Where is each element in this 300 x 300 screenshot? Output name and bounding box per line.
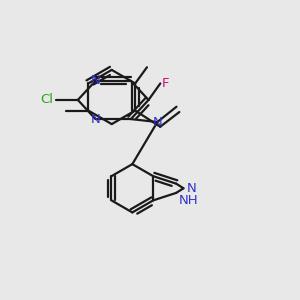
Text: N: N xyxy=(91,112,100,126)
Text: F: F xyxy=(162,77,169,90)
Text: N: N xyxy=(187,182,197,195)
Text: N: N xyxy=(152,116,162,128)
Text: N: N xyxy=(91,74,100,87)
Text: Cl: Cl xyxy=(40,93,53,106)
Text: NH: NH xyxy=(178,194,198,207)
